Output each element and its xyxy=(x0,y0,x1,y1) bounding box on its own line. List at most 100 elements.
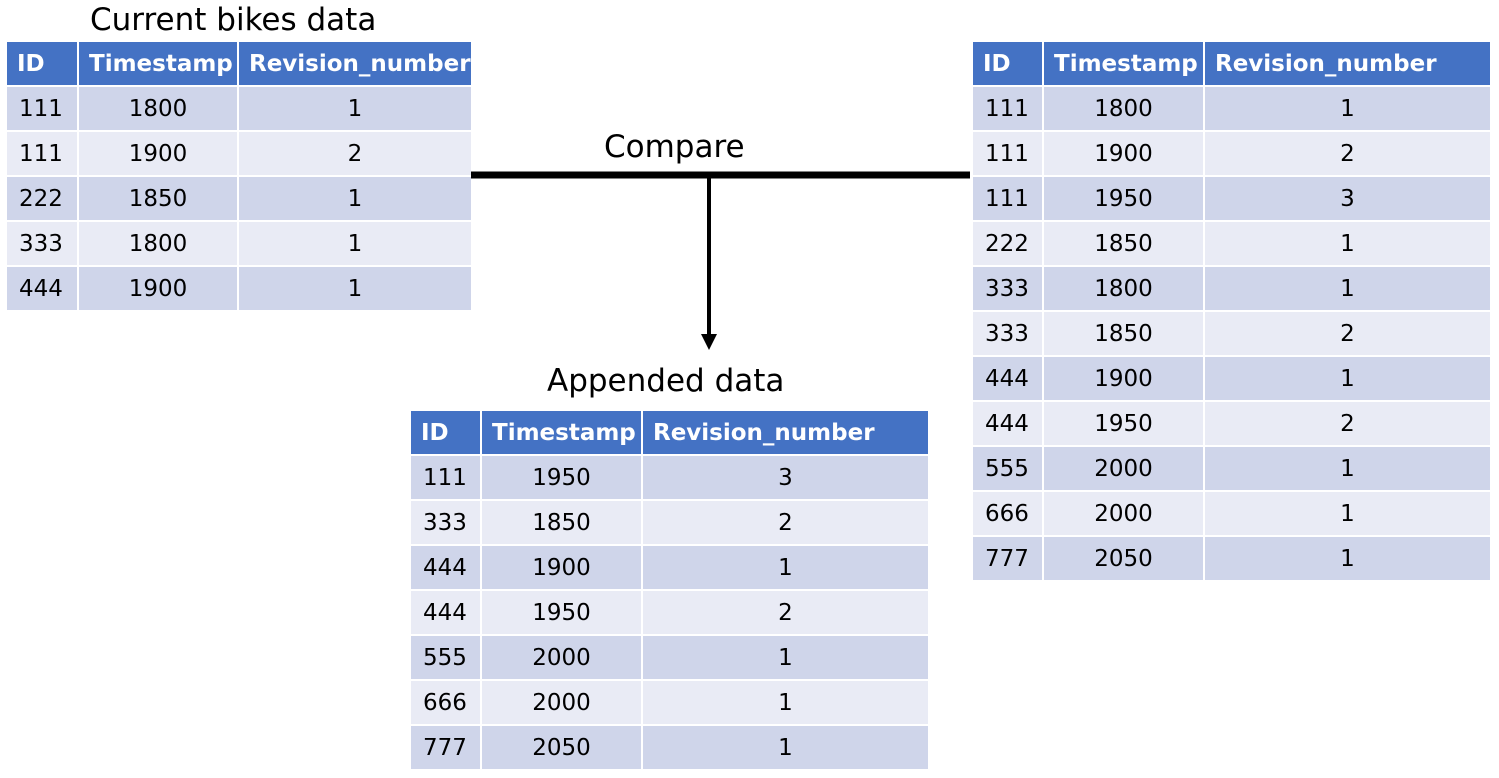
column-header-revision: Revision_number xyxy=(641,409,930,456)
compare-label: Compare xyxy=(604,129,745,165)
table-row: 111 1800 1 xyxy=(971,85,1492,132)
cell-id: 111 xyxy=(971,85,1044,132)
table-row: 555 2000 1 xyxy=(971,445,1492,492)
cell-id: 333 xyxy=(5,220,79,267)
cell-revision: 1 xyxy=(1203,490,1492,537)
table-row: 111 1900 2 xyxy=(971,130,1492,177)
column-header-id: ID xyxy=(409,409,482,456)
cell-id: 777 xyxy=(409,724,482,771)
cell-id: 555 xyxy=(971,445,1044,492)
cell-revision: 1 xyxy=(1203,355,1492,402)
table-row: 222 1850 1 xyxy=(5,175,473,222)
cell-timestamp: 1850 xyxy=(480,499,643,546)
table-row: 111 1800 1 xyxy=(5,85,473,132)
table-row: 666 2000 1 xyxy=(409,679,930,726)
cell-timestamp: 1900 xyxy=(77,130,239,177)
cell-id: 111 xyxy=(971,130,1044,177)
cell-id: 666 xyxy=(409,679,482,726)
cell-timestamp: 1900 xyxy=(480,544,643,591)
cell-timestamp: 1800 xyxy=(1042,265,1205,312)
cell-revision: 1 xyxy=(1203,265,1492,312)
cell-timestamp: 1800 xyxy=(1042,85,1205,132)
table-row: 777 2050 1 xyxy=(971,535,1492,582)
cell-timestamp: 1900 xyxy=(1042,130,1205,177)
table-row: 111 1900 2 xyxy=(5,130,473,177)
table-row: 111 1950 3 xyxy=(971,175,1492,222)
cell-revision: 1 xyxy=(641,544,930,591)
cell-timestamp: 2000 xyxy=(480,634,643,681)
cell-revision: 3 xyxy=(641,454,930,501)
arrow-head-icon xyxy=(701,334,717,350)
table-row: 444 1950 2 xyxy=(971,400,1492,447)
table-row: 444 1900 1 xyxy=(5,265,473,312)
table-row: 444 1900 1 xyxy=(971,355,1492,402)
column-header-revision: Revision_number xyxy=(1203,40,1492,87)
cell-id: 444 xyxy=(5,265,79,312)
column-header-id: ID xyxy=(971,40,1044,87)
cell-id: 777 xyxy=(971,535,1044,582)
cell-revision: 1 xyxy=(641,724,930,771)
cell-timestamp: 1950 xyxy=(480,454,643,501)
column-header-id: ID xyxy=(5,40,79,87)
appended-data-title: Appended data xyxy=(547,363,785,399)
cell-timestamp: 1800 xyxy=(77,220,239,267)
cell-id: 444 xyxy=(409,589,482,636)
table-row: 555 2000 1 xyxy=(409,634,930,681)
column-header-revision: Revision_number xyxy=(237,40,473,87)
table-row: 111 1950 3 xyxy=(409,454,930,501)
cell-revision: 1 xyxy=(237,85,473,132)
cell-revision: 2 xyxy=(641,589,930,636)
cell-id: 333 xyxy=(409,499,482,546)
cell-id: 111 xyxy=(409,454,482,501)
cell-id: 444 xyxy=(971,355,1044,402)
cell-revision: 1 xyxy=(1203,535,1492,582)
cell-timestamp: 2000 xyxy=(1042,445,1205,492)
cell-revision: 1 xyxy=(1203,445,1492,492)
cell-revision: 1 xyxy=(1203,85,1492,132)
cell-revision: 2 xyxy=(1203,310,1492,357)
cell-timestamp: 1800 xyxy=(77,85,239,132)
cell-revision: 1 xyxy=(1203,220,1492,267)
table-row: 333 1800 1 xyxy=(971,265,1492,312)
cell-timestamp: 1850 xyxy=(1042,310,1205,357)
cell-revision: 1 xyxy=(237,220,473,267)
cell-timestamp: 2050 xyxy=(1042,535,1205,582)
cell-id: 111 xyxy=(971,175,1044,222)
cell-id: 333 xyxy=(971,310,1044,357)
cell-revision: 1 xyxy=(641,679,930,726)
cell-id: 111 xyxy=(5,130,79,177)
cell-timestamp: 1900 xyxy=(1042,355,1205,402)
cell-id: 444 xyxy=(971,400,1044,447)
cell-id: 555 xyxy=(409,634,482,681)
cell-timestamp: 2050 xyxy=(480,724,643,771)
cell-id: 666 xyxy=(971,490,1044,537)
cell-revision: 2 xyxy=(641,499,930,546)
table-header-row: ID Timestamp Revision_number xyxy=(971,40,1492,87)
cell-id: 111 xyxy=(5,85,79,132)
table-row: 333 1850 2 xyxy=(409,499,930,546)
cell-revision: 2 xyxy=(237,130,473,177)
table-header-row: ID Timestamp Revision_number xyxy=(5,40,473,87)
column-header-timestamp: Timestamp xyxy=(1042,40,1205,87)
source-bikes-table: ID Timestamp Revision_number 111 1800 1 111… xyxy=(971,40,1492,582)
table-row: 333 1850 2 xyxy=(971,310,1492,357)
cell-timestamp: 1950 xyxy=(1042,175,1205,222)
cell-revision: 2 xyxy=(1203,130,1492,177)
table-row: 444 1950 2 xyxy=(409,589,930,636)
current-bikes-table: ID Timestamp Revision_number 111 1800 1 111… xyxy=(5,40,473,312)
current-bikes-title: Current bikes data xyxy=(90,2,377,38)
cell-timestamp: 2000 xyxy=(1042,490,1205,537)
cell-timestamp: 1950 xyxy=(1042,400,1205,447)
table-row: 333 1800 1 xyxy=(5,220,473,267)
cell-timestamp: 1900 xyxy=(77,265,239,312)
cell-id: 444 xyxy=(409,544,482,591)
table-row: 444 1900 1 xyxy=(409,544,930,591)
cell-revision: 1 xyxy=(237,175,473,222)
cell-revision: 3 xyxy=(1203,175,1492,222)
cell-revision: 1 xyxy=(641,634,930,681)
table-header-row: ID Timestamp Revision_number xyxy=(409,409,930,456)
cell-id: 333 xyxy=(971,265,1044,312)
cell-timestamp: 1950 xyxy=(480,589,643,636)
table-row: 666 2000 1 xyxy=(971,490,1492,537)
